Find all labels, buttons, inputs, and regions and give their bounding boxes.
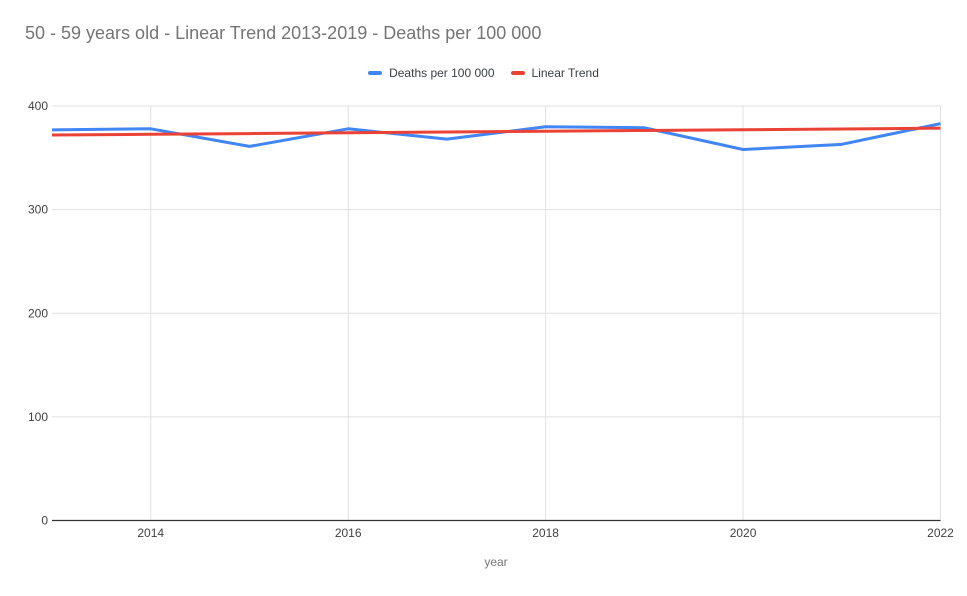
legend-marker-deaths-icon: [368, 71, 383, 75]
y-tick-label: 300: [28, 203, 48, 217]
chart-title: 50 - 59 years old - Linear Trend 2013-20…: [25, 23, 542, 43]
series-line: [51, 126, 941, 137]
y-tick-label: 200: [28, 306, 48, 320]
x-axis-title: year: [484, 555, 508, 569]
x-tick-label: 2020: [730, 526, 757, 540]
y-tick-label: 100: [28, 410, 48, 424]
x-tick-label: 2022: [927, 526, 954, 540]
legend-item-deaths[interactable]: Deaths per 100 000: [368, 66, 495, 80]
legend-label-trend: Linear Trend: [531, 66, 599, 80]
chart-legend: Deaths per 100 000 Linear Trend: [0, 66, 967, 80]
legend-item-trend[interactable]: Linear Trend: [510, 66, 599, 80]
x-tick-label: 2014: [137, 526, 164, 540]
x-tick-label: 2018: [532, 526, 559, 540]
legend-label-deaths: Deaths per 100 000: [389, 66, 495, 80]
y-tick-label: 0: [41, 514, 48, 528]
x-tick-label: 2016: [335, 526, 362, 540]
y-tick-label: 400: [28, 99, 48, 113]
legend-marker-trend-icon: [510, 71, 525, 75]
series-line: [51, 122, 941, 152]
